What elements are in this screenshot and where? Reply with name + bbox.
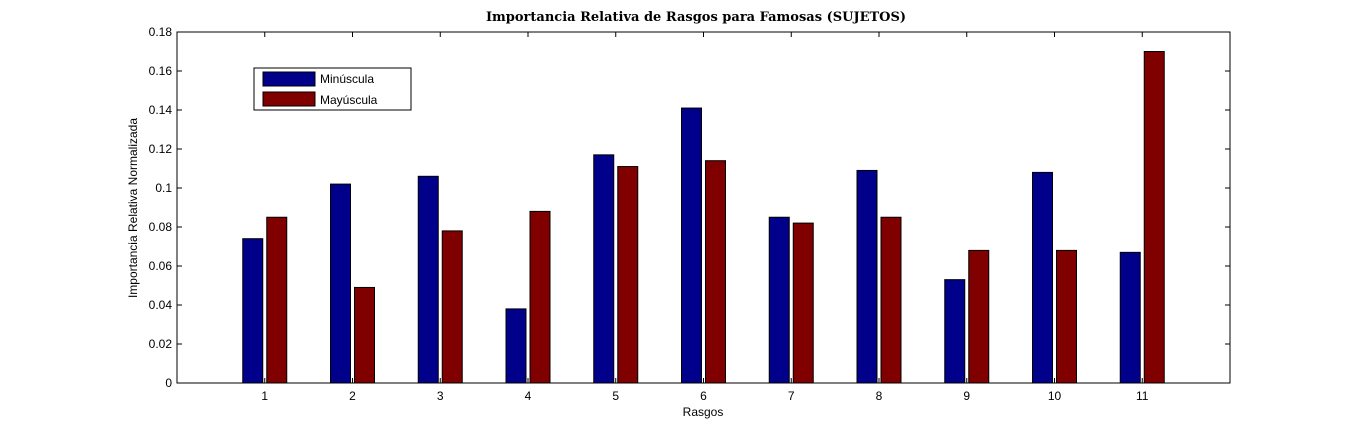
bar-mayuscula-6 <box>705 160 726 384</box>
x-tick-label: 11 <box>1136 389 1149 403</box>
bar-mayuscula-3 <box>441 230 463 384</box>
bar-mayuscula-11 <box>1143 51 1165 384</box>
y-tick-label: 0.16 <box>149 64 173 78</box>
x-tick-label: 10 <box>1048 389 1062 403</box>
bar-minuscula-5 <box>593 154 615 384</box>
y-tick-label: 0.02 <box>149 337 173 351</box>
bar-mayuscula-2 <box>354 286 375 384</box>
x-tick-label: 3 <box>437 389 444 403</box>
x-tick-label: 5 <box>612 389 619 403</box>
bar-mayuscula-8 <box>880 216 902 384</box>
legend-label-mayuscula: Mayúscula <box>320 93 378 107</box>
bar-minuscula-8 <box>856 169 878 384</box>
y-tick-label: 0.12 <box>149 142 173 156</box>
bar-mayuscula-7 <box>792 222 814 384</box>
x-tick-label: 6 <box>700 389 707 403</box>
bar-minuscula-1 <box>242 238 264 384</box>
legend: Minúscula Mayúscula <box>253 67 412 111</box>
x-tick-label: 9 <box>963 389 970 403</box>
bar-mayuscula-5 <box>617 166 639 384</box>
bars-layer <box>242 51 1165 384</box>
x-tick-label: 4 <box>525 389 532 403</box>
bar-mayuscula-4 <box>529 210 551 384</box>
bar-minuscula-4 <box>505 308 527 384</box>
y-tick-label: 0.04 <box>149 298 173 312</box>
plot-frame <box>176 31 1231 384</box>
x-tick-label: 1 <box>261 389 268 403</box>
bar-minuscula-6 <box>681 107 702 384</box>
bar-mayuscula-1 <box>266 216 288 384</box>
ticks-layer: 0 0.02 0.04 0.06 0.08 0.1 0.12 0.14 0.16 0.18 1 2 3 4… <box>149 25 1230 403</box>
bar-minuscula-11 <box>1119 251 1141 384</box>
y-tick-label: 0.18 <box>149 25 173 39</box>
bar-minuscula-3 <box>417 175 439 384</box>
x-tick-label: 7 <box>788 389 795 403</box>
x-tick-label: 2 <box>349 389 356 403</box>
y-tick-label: 0.06 <box>149 259 173 273</box>
bar-minuscula-9 <box>944 279 966 384</box>
y-axis-label: Importancia Relativa Normalizada <box>126 118 140 298</box>
bar-minuscula-2 <box>330 183 351 384</box>
legend-swatch-mayuscula <box>262 91 316 107</box>
y-tick-label: 0 <box>165 376 172 390</box>
bar-minuscula-10 <box>1032 171 1053 384</box>
y-tick-label: 0.1 <box>155 181 172 195</box>
legend-label-minuscula: Minúscula <box>320 72 374 86</box>
bar-minuscula-7 <box>768 216 790 384</box>
chart-title: Importancia Relativa de Rasgos para Famo… <box>486 10 906 25</box>
x-axis-label: Rasgos <box>683 405 724 419</box>
y-tick-label: 0.14 <box>149 103 173 117</box>
y-tick-label: 0.08 <box>149 220 173 234</box>
legend-swatch-minuscula <box>262 71 316 87</box>
x-tick-label: 8 <box>876 389 883 403</box>
bar-mayuscula-9 <box>968 249 990 384</box>
bar-mayuscula-10 <box>1056 249 1077 384</box>
